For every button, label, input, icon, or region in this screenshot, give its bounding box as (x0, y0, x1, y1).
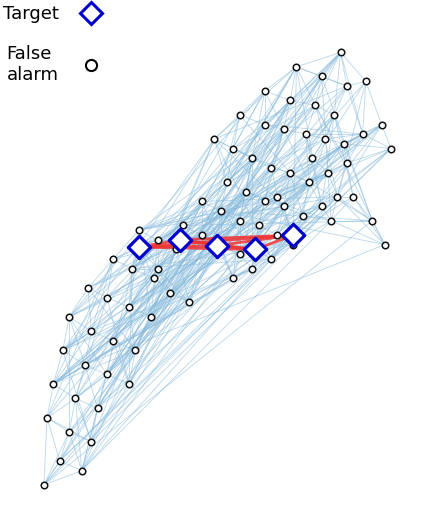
Point (103, 370, 110, 379)
Point (214, 241, 221, 250)
Legend: Target, False
alarm: Target, False alarm (0, 0, 116, 91)
Point (321, 135, 328, 143)
Point (378, 120, 385, 128)
Point (88, 437, 95, 446)
Point (44, 413, 50, 422)
Point (129, 265, 136, 273)
Point (223, 178, 230, 186)
Point (173, 245, 180, 254)
Point (363, 77, 369, 85)
Point (280, 125, 287, 134)
Point (56, 457, 63, 465)
Point (66, 428, 73, 436)
Point (167, 289, 173, 297)
Point (85, 284, 92, 292)
Point (236, 216, 243, 225)
Point (249, 265, 256, 273)
Point (135, 243, 142, 251)
Point (343, 159, 350, 167)
Point (110, 336, 117, 345)
Point (198, 197, 205, 205)
Point (299, 212, 306, 220)
Point (41, 481, 47, 489)
Point (306, 178, 312, 186)
Point (132, 346, 139, 355)
Point (176, 236, 183, 244)
Point (290, 241, 297, 249)
Point (243, 188, 249, 196)
Point (268, 164, 274, 172)
Point (334, 192, 341, 201)
Point (262, 120, 268, 128)
Point (78, 466, 85, 475)
Point (388, 145, 394, 153)
Point (59, 346, 66, 355)
Point (236, 111, 243, 119)
Point (186, 298, 192, 306)
Point (72, 394, 79, 402)
Point (318, 72, 325, 81)
Point (217, 207, 224, 215)
Point (81, 361, 88, 369)
Point (236, 250, 243, 258)
Point (328, 216, 335, 225)
Point (302, 130, 309, 138)
Point (337, 48, 344, 57)
Point (50, 380, 57, 388)
Point (88, 327, 95, 335)
Point (340, 139, 347, 148)
Point (94, 404, 101, 412)
Point (230, 145, 237, 153)
Point (126, 380, 132, 388)
Point (274, 192, 281, 201)
Point (154, 236, 161, 244)
Point (230, 274, 237, 282)
Point (381, 241, 388, 249)
Point (331, 111, 338, 119)
Point (287, 96, 293, 105)
Point (151, 274, 158, 282)
Point (179, 222, 186, 230)
Point (369, 216, 376, 225)
Point (359, 130, 366, 138)
Point (148, 313, 155, 321)
Point (217, 241, 224, 249)
Point (110, 255, 117, 263)
Point (290, 231, 297, 239)
Point (249, 154, 256, 162)
Point (343, 82, 350, 90)
Point (309, 154, 315, 162)
Point (274, 231, 281, 239)
Point (312, 101, 319, 109)
Point (268, 255, 274, 263)
Point (318, 202, 325, 211)
Point (293, 63, 300, 71)
Point (262, 197, 268, 205)
Point (280, 202, 287, 211)
Point (198, 231, 205, 239)
Point (262, 87, 268, 95)
Point (255, 222, 262, 230)
Point (350, 192, 357, 201)
Point (211, 135, 218, 143)
Point (252, 245, 259, 254)
Point (103, 293, 110, 302)
Point (135, 226, 142, 235)
Point (154, 265, 161, 273)
Point (287, 168, 293, 177)
Point (324, 168, 331, 177)
Point (126, 303, 132, 311)
Point (66, 313, 73, 321)
